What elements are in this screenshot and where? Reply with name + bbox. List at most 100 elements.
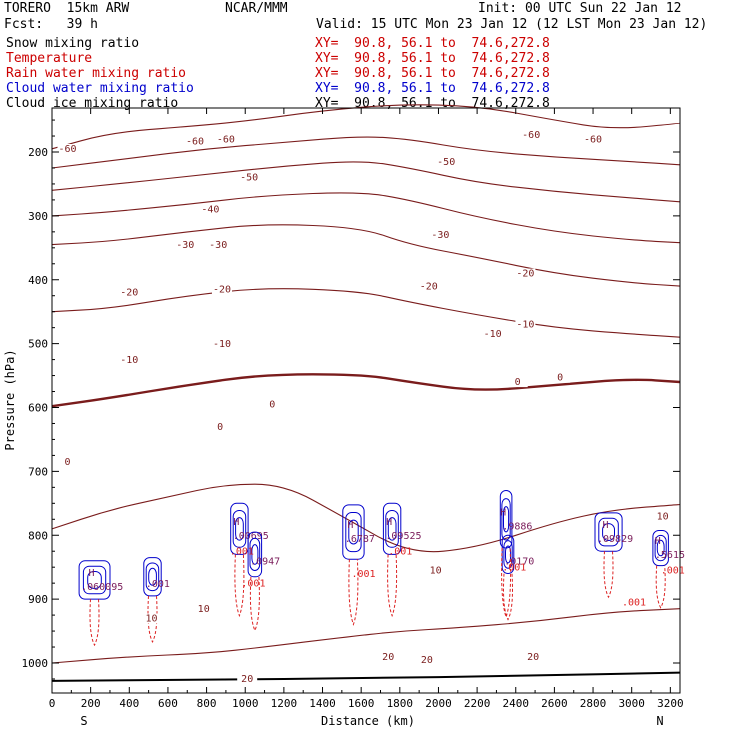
cloud-cell-contour <box>598 517 619 547</box>
rain-contour <box>655 565 666 609</box>
contour-label-bg <box>515 319 536 330</box>
rain-contour <box>603 551 614 599</box>
x-tick-label: 1400 <box>309 697 336 710</box>
contour-label: -30 <box>431 230 449 241</box>
contour-label: -10 <box>213 339 231 350</box>
contour-label: 0 <box>64 457 70 468</box>
legend-name-snow: Snow mixing ratio <box>6 36 140 51</box>
rain-label: .001 <box>661 566 685 577</box>
x-tick-label: 2400 <box>503 697 530 710</box>
isotherm-0 <box>51 373 681 408</box>
contour-label: 0 <box>515 377 521 388</box>
cell-marker: H <box>89 568 95 579</box>
cloud-cell-contour <box>143 557 162 597</box>
rain-label: .001 <box>502 562 526 573</box>
contour-label: 20 <box>527 652 539 663</box>
x-tick-label: 1200 <box>271 697 298 710</box>
cloud-cell-contour <box>501 498 511 541</box>
contour-label: 10 <box>657 511 669 522</box>
contour-label: -50 <box>437 157 455 168</box>
contour-label: -50 <box>240 173 258 184</box>
cloud-cell-contour <box>145 562 160 592</box>
temperature-contours <box>51 104 681 664</box>
cloud-cell-label: .001 <box>146 579 170 590</box>
cloud-cell-contour <box>251 544 259 565</box>
cloud-cell-contour <box>656 539 665 557</box>
contour-label-bg <box>262 399 283 410</box>
cloud-cell-contour <box>78 560 111 600</box>
contour-label-bg <box>119 354 140 365</box>
x-end-label-left: S <box>80 714 87 728</box>
y-axis-title: Pressure (hPa) <box>3 349 17 450</box>
contour-label: -60 <box>58 144 76 155</box>
contour-label: -20 <box>420 281 438 292</box>
rain-contours: .001 .001 .001 .001 .001 .001 .001 <box>89 546 685 647</box>
contour-label-bg <box>507 377 528 388</box>
contour-label: 20 <box>382 652 394 663</box>
contour-label-bg <box>210 421 231 432</box>
isotherm-20 <box>51 608 681 664</box>
cloud-cell-label: .060095 <box>81 582 123 593</box>
contour-label: -60 <box>217 134 235 145</box>
plot-frame <box>51 107 681 694</box>
cloud-cell-label: .6787 <box>345 534 375 545</box>
legend-name-temperature: Temperature <box>6 51 93 66</box>
y-tick-label: 400 <box>28 274 48 287</box>
contour-label-bg <box>550 372 571 383</box>
y-tick-label: 500 <box>28 338 48 351</box>
isotherm-10 <box>51 483 681 553</box>
cloud-cell-contour <box>594 512 623 552</box>
rain-contour <box>503 573 513 621</box>
cloud-cell-contour <box>230 502 249 555</box>
y-tick-label: 200 <box>28 146 48 159</box>
x-axis-title: Distance (km) <box>321 714 415 728</box>
cloud-cell-contour <box>503 540 513 569</box>
cloud-cell-contour <box>87 571 102 589</box>
isotherm--30 <box>51 192 681 244</box>
cloud-cell-contour <box>235 517 244 541</box>
contour-label: 0 <box>217 422 223 433</box>
contour-label: 10 <box>198 604 210 615</box>
rain-label: .001 <box>230 546 254 557</box>
header-init: Init: 00 UTC Sun 22 Jan 12 <box>478 1 682 16</box>
cell-marker: H <box>386 517 392 528</box>
contour-label: -30 <box>176 240 194 251</box>
contour-label: 10 <box>430 566 442 577</box>
contour-label-bg <box>212 284 232 295</box>
x-tick-label: 0 <box>49 697 56 710</box>
ground-line <box>51 671 681 682</box>
cloud-cell-contour <box>652 530 669 567</box>
contour-label: 10 <box>145 614 157 625</box>
cloud-cell-contour <box>348 519 359 545</box>
cloud-cell-contour <box>249 537 261 571</box>
contour-labels: -60 -60 -60 -60 -60 -50 -50 -40 -30 -30 -30 -20 -20 -… <box>57 129 673 685</box>
contour-label: 20 <box>421 655 433 666</box>
contour-label-bg <box>515 268 536 279</box>
contour-label-bg <box>119 287 140 298</box>
x-tick-label: 600 <box>158 697 178 710</box>
contour-label-bg <box>239 172 260 183</box>
x-tick-label: 2200 <box>464 697 491 710</box>
cloud-cell-contour <box>602 523 615 541</box>
x-tick-label: 400 <box>119 697 139 710</box>
legend-range-temperature: XY= 90.8, 56.1 to 74.6,272.8 <box>315 51 550 66</box>
rain-contour <box>387 554 398 618</box>
cell-marker: H <box>603 520 609 531</box>
contour-label-bg <box>436 156 457 167</box>
contour-label-bg <box>212 338 232 349</box>
x-tick-label: 2000 <box>425 697 452 710</box>
cloud-cell-contour <box>247 531 263 578</box>
rain-label: .001 <box>388 546 412 557</box>
contour-label-bg <box>482 329 503 340</box>
cloud-cell-contour <box>82 565 107 595</box>
header-org: NCAR/MMM <box>225 1 288 16</box>
contour-label: -40 <box>201 205 219 216</box>
rain-label: .001 <box>241 578 265 589</box>
cloud-cell-label: .09829 <box>597 534 633 545</box>
x-tick-label: 200 <box>81 697 101 710</box>
legend-range-cloud-water: XY= 90.8, 56.1 to 74.6,272.8 <box>315 81 550 96</box>
x-tick-label: 1600 <box>348 697 375 710</box>
header-fcst: Fcst: 39 h <box>4 17 98 32</box>
legend-name-cloud-water: Cloud water mixing ratio <box>6 81 194 96</box>
